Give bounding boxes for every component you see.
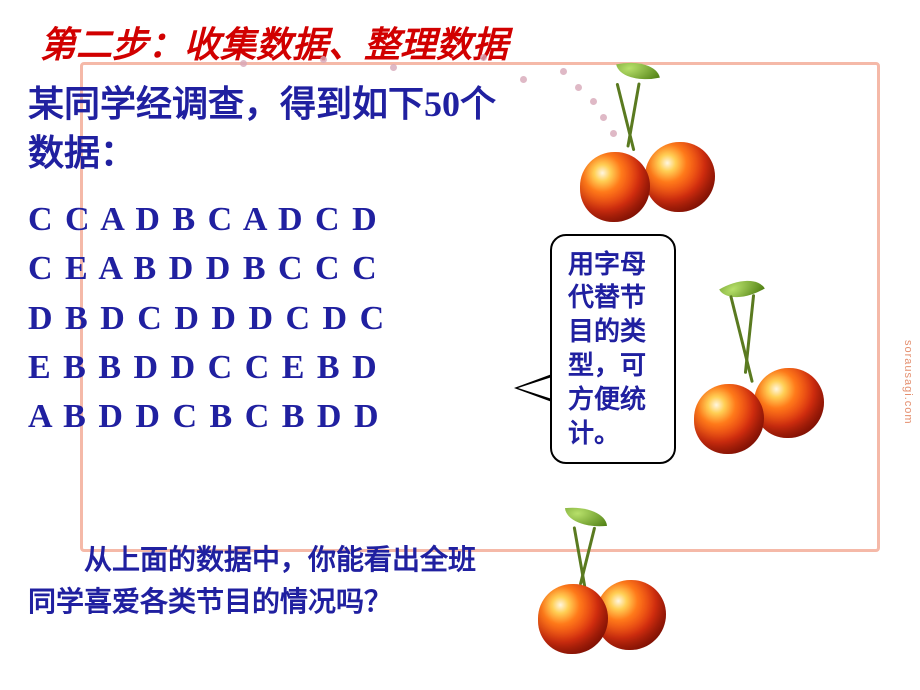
data-row: C E A B D D B C C C xyxy=(28,244,386,293)
data-row: E B B D D C C E B D xyxy=(28,343,386,392)
credit-text: sorausagi.com xyxy=(902,340,914,425)
intro-text: 某同学经调查，得到如下50个数据： xyxy=(28,80,508,177)
question-text: 从上面的数据中，你能看出全班同学喜爱各类节目的情况吗？ xyxy=(28,540,498,624)
speech-bubble: 用字母代替节目的类型，可方便统计。 xyxy=(550,234,676,464)
data-row: D B D C D D D C D C xyxy=(28,294,386,343)
speech-tail xyxy=(514,374,552,402)
data-row: C C A D B C A D C D xyxy=(28,195,386,244)
data-grid: C C A D B C A D C D C E A B D D B C C C … xyxy=(28,195,386,441)
step-title: 第二步：收集数据、整理数据 xyxy=(40,16,508,68)
data-row: A B D D C B C B D D xyxy=(28,392,386,441)
speech-text: 用字母代替节目的类型，可方便统计。 xyxy=(550,234,676,464)
